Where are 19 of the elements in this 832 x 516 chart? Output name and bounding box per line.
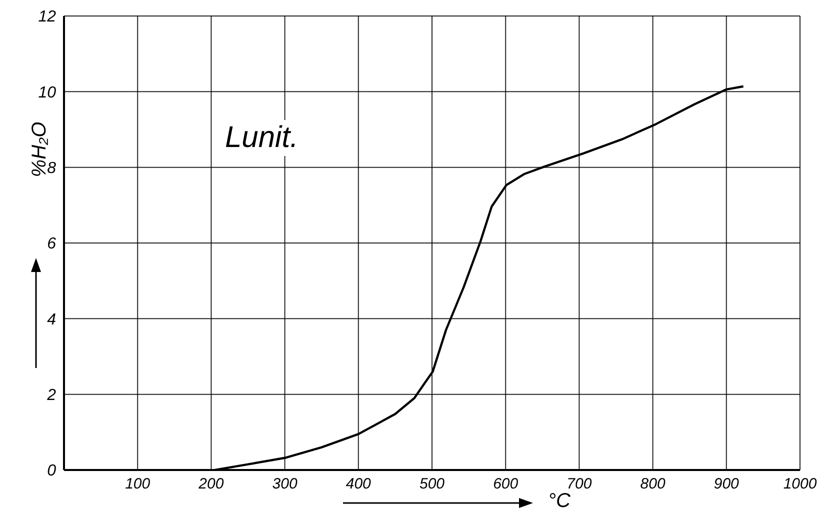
y-tick-label: 2 (46, 387, 56, 404)
x-tick-label: 300 (272, 476, 298, 493)
y-tick-label: 0 (47, 462, 56, 480)
x-axis-title: °C (548, 490, 570, 512)
x-tick-label: 200 (198, 476, 224, 493)
x-tick-label: 700 (566, 476, 592, 493)
y-tick-label: 4 (47, 311, 56, 328)
y-tick-label: 10 (38, 84, 56, 102)
y-tick-label: 8 (47, 160, 56, 178)
x-tick-label: 900 (714, 476, 740, 493)
y-tick-label: 12 (38, 8, 56, 26)
x-tick-label: 400 (346, 476, 372, 493)
x-tick-label: 600 (493, 476, 519, 493)
x-tick-label: 800 (640, 476, 666, 493)
annotation: Lunit. (223, 120, 300, 156)
x-tick-label: 500 (419, 476, 446, 493)
y-tick-label: 6 (47, 236, 56, 253)
x-tick-label: 1000 (783, 476, 818, 493)
x-tick-label: 100 (125, 476, 151, 493)
